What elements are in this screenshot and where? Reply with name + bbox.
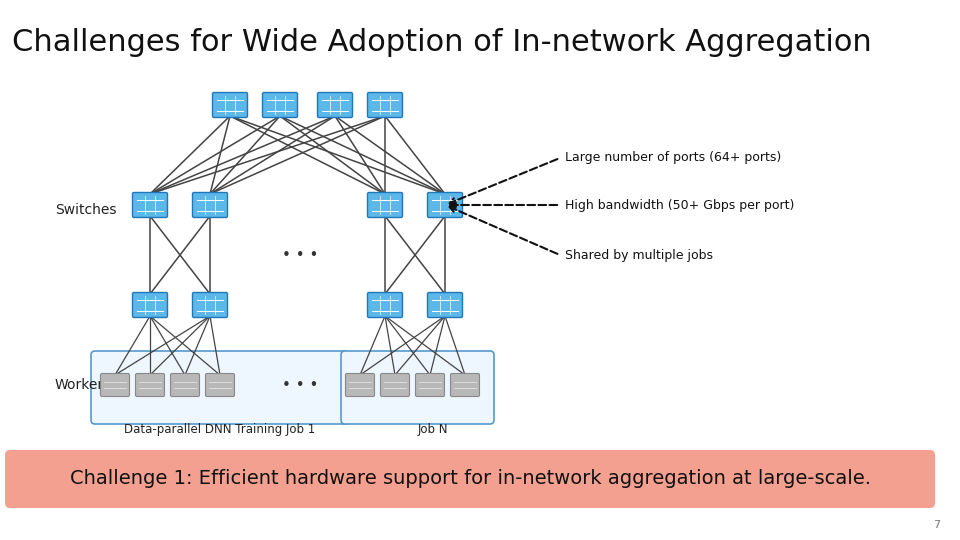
Text: Shared by multiple jobs: Shared by multiple jobs (565, 248, 713, 261)
Text: • • •: • • • (282, 377, 318, 393)
Text: Workers: Workers (55, 378, 111, 392)
FancyBboxPatch shape (341, 351, 494, 424)
FancyBboxPatch shape (262, 92, 298, 118)
FancyBboxPatch shape (450, 374, 479, 396)
FancyBboxPatch shape (346, 374, 374, 396)
Text: Switches: Switches (55, 203, 116, 217)
FancyBboxPatch shape (132, 293, 167, 318)
Text: Challenge 1: Efficient hardware support for in-network aggregation at large-scal: Challenge 1: Efficient hardware support … (69, 469, 871, 489)
FancyBboxPatch shape (171, 374, 200, 396)
Text: Large number of ports (64+ ports): Large number of ports (64+ ports) (565, 152, 781, 165)
FancyBboxPatch shape (427, 192, 463, 218)
FancyBboxPatch shape (135, 374, 164, 396)
FancyBboxPatch shape (368, 192, 402, 218)
FancyBboxPatch shape (212, 92, 248, 118)
FancyBboxPatch shape (193, 192, 228, 218)
FancyBboxPatch shape (368, 92, 402, 118)
FancyBboxPatch shape (416, 374, 444, 396)
Text: Job N: Job N (418, 423, 448, 436)
FancyBboxPatch shape (368, 293, 402, 318)
FancyBboxPatch shape (318, 92, 352, 118)
FancyBboxPatch shape (91, 351, 349, 424)
FancyBboxPatch shape (427, 293, 463, 318)
FancyBboxPatch shape (205, 374, 234, 396)
FancyBboxPatch shape (101, 374, 130, 396)
FancyBboxPatch shape (380, 374, 410, 396)
FancyBboxPatch shape (5, 450, 935, 508)
Text: High bandwidth (50+ Gbps per port): High bandwidth (50+ Gbps per port) (565, 199, 794, 212)
Text: 7: 7 (933, 520, 940, 530)
Text: Challenges for Wide Adoption of In-network Aggregation: Challenges for Wide Adoption of In-netwo… (12, 28, 872, 57)
Text: Data-parallel DNN Training Job 1: Data-parallel DNN Training Job 1 (125, 423, 316, 436)
Text: • • •: • • • (282, 247, 318, 262)
FancyBboxPatch shape (132, 192, 167, 218)
FancyBboxPatch shape (193, 293, 228, 318)
